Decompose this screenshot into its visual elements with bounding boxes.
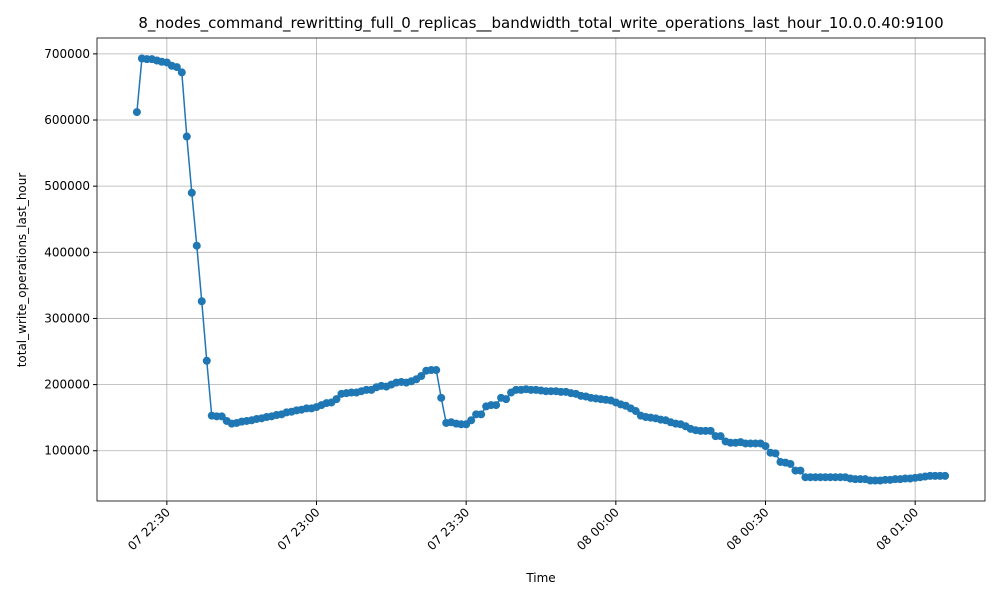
data-point <box>477 410 486 419</box>
data-point <box>332 395 341 404</box>
data-point <box>437 393 446 402</box>
data-point <box>182 132 191 141</box>
data-point <box>492 401 501 410</box>
data-point <box>761 442 770 451</box>
x-tick-label: 07 23:30 <box>424 505 472 553</box>
x-tick-label: 07 23:00 <box>275 505 323 553</box>
y-tick-label: 200000 <box>44 378 90 392</box>
data-point <box>706 426 715 435</box>
data-point <box>771 449 780 458</box>
data-point <box>172 63 181 72</box>
data-point <box>502 395 511 404</box>
data-point <box>786 459 795 468</box>
y-tick-label: 400000 <box>44 245 90 259</box>
x-tick-label: 08 00:30 <box>724 505 772 553</box>
data-point <box>796 466 805 475</box>
data-point <box>132 108 141 117</box>
x-axis-label: Time <box>525 571 555 585</box>
data-point <box>467 416 476 425</box>
y-axis-label: total_write_operations_last_hour <box>15 173 29 368</box>
y-tick-label: 300000 <box>44 311 90 325</box>
y-tick-label: 600000 <box>44 113 90 127</box>
x-tick-label: 08 00:00 <box>574 505 622 553</box>
data-point <box>197 297 206 306</box>
y-tick-label: 500000 <box>44 179 90 193</box>
data-point <box>716 432 725 441</box>
data-point <box>202 356 211 365</box>
x-tick-label: 07 22:30 <box>125 505 173 553</box>
data-point <box>417 371 426 380</box>
y-tick-label: 100000 <box>44 444 90 458</box>
x-tick-label: 08 01:00 <box>873 505 921 553</box>
data-point <box>941 471 950 480</box>
plot-frame <box>96 37 986 502</box>
data-point <box>187 188 196 197</box>
data-point <box>177 68 186 77</box>
data-point <box>432 366 441 375</box>
y-tick-label: 700000 <box>44 47 90 61</box>
chart-title: 8_nodes_command_rewritting_full_0_replic… <box>138 14 943 33</box>
data-point <box>192 241 201 250</box>
